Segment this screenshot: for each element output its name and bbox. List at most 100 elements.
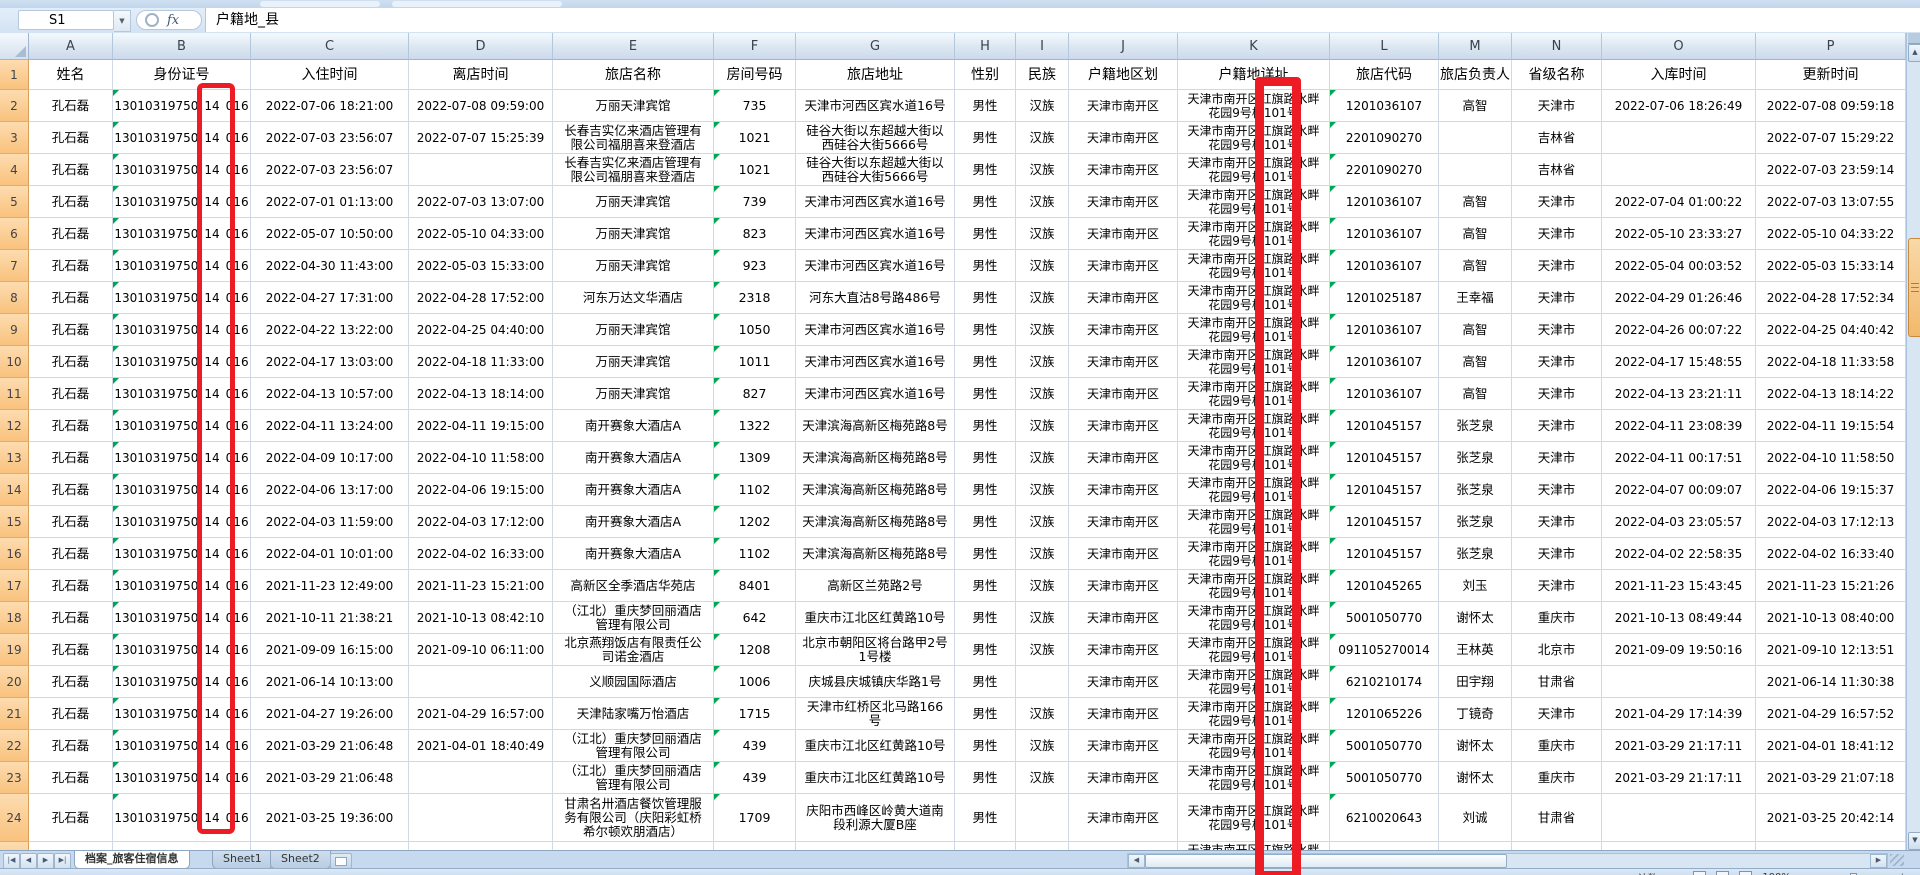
cell-N4[interactable]: 吉林省 — [1512, 154, 1602, 186]
cell-B7[interactable]: 13010319750 14 016 — [113, 250, 251, 282]
cell-H9[interactable]: 男性 — [955, 314, 1016, 346]
cell-B4[interactable]: 13010319750 14 016 — [113, 154, 251, 186]
cell-C21[interactable]: 2021-04-27 19:26:00 — [251, 698, 409, 730]
cell-K12[interactable]: 天津市南开区红旗路水畔 花园9号楼101号 — [1178, 410, 1330, 442]
cell-F24[interactable]: 1709 — [714, 794, 796, 842]
cell-H21[interactable]: 男性 — [955, 698, 1016, 730]
cell-M12[interactable]: 张芝泉 — [1439, 410, 1512, 442]
cell-I6[interactable]: 汉族 — [1016, 218, 1069, 250]
row-header-4[interactable]: 4 — [0, 154, 29, 186]
cell-H7[interactable]: 男性 — [955, 250, 1016, 282]
cell-D18[interactable]: 2021-10-13 08:42:10 — [409, 602, 553, 634]
cell-A25[interactable] — [29, 842, 113, 850]
cell-H3[interactable]: 男性 — [955, 122, 1016, 154]
cell-O4[interactable] — [1602, 154, 1756, 186]
cell-F10[interactable]: 1011 — [714, 346, 796, 378]
cell-O19[interactable]: 2021-09-09 19:50:16 — [1602, 634, 1756, 666]
cell-E5[interactable]: 万丽天津宾馆 — [553, 186, 714, 218]
prev-sheet-button[interactable]: ◀ — [20, 853, 37, 869]
formula-input[interactable]: 户籍地_县 — [205, 8, 1920, 32]
cell-H2[interactable]: 男性 — [955, 90, 1016, 122]
cell-J6[interactable]: 天津市南开区 — [1069, 218, 1178, 250]
cell-G8[interactable]: 河东大直沽8号路486号 — [796, 282, 955, 314]
cell-A17[interactable]: 孔石磊 — [29, 570, 113, 602]
cell-L2[interactable]: 1201036107 — [1330, 90, 1439, 122]
cell-I10[interactable]: 汉族 — [1016, 346, 1069, 378]
cell-L18[interactable]: 5001050770 — [1330, 602, 1439, 634]
sheet-tab-active[interactable]: 档案_旅客住宿信息 — [74, 851, 190, 869]
cell-M3[interactable] — [1439, 122, 1512, 154]
cell-A13[interactable]: 孔石磊 — [29, 442, 113, 474]
cell-D13[interactable]: 2022-04-10 11:58:00 — [409, 442, 553, 474]
cell-G10[interactable]: 天津市河西区宾水道16号 — [796, 346, 955, 378]
cell-M16[interactable]: 张芝泉 — [1439, 538, 1512, 570]
cell-E17[interactable]: 高新区全季酒店华苑店 — [553, 570, 714, 602]
cell-G1[interactable]: 旅店地址 — [796, 60, 955, 90]
cell-H25[interactable] — [955, 842, 1016, 850]
cell-J10[interactable]: 天津市南开区 — [1069, 346, 1178, 378]
cell-G2[interactable]: 天津市河西区宾水道16号 — [796, 90, 955, 122]
cell-H18[interactable]: 男性 — [955, 602, 1016, 634]
cell-E13[interactable]: 南开赛象大酒店A — [553, 442, 714, 474]
cell-O22[interactable]: 2021-03-29 21:17:11 — [1602, 730, 1756, 762]
cell-O25[interactable] — [1602, 842, 1756, 850]
cell-F8[interactable]: 2318 — [714, 282, 796, 314]
cell-A22[interactable]: 孔石磊 — [29, 730, 113, 762]
name-box[interactable]: S1 — [18, 10, 114, 30]
cell-N6[interactable]: 天津市 — [1512, 218, 1602, 250]
cell-I11[interactable]: 汉族 — [1016, 378, 1069, 410]
cell-G17[interactable]: 高新区兰苑路2号 — [796, 570, 955, 602]
cell-A23[interactable]: 孔石磊 — [29, 762, 113, 794]
cell-H24[interactable]: 男性 — [955, 794, 1016, 842]
cell-N3[interactable]: 吉林省 — [1512, 122, 1602, 154]
cell-O12[interactable]: 2022-04-11 23:08:39 — [1602, 410, 1756, 442]
cell-F12[interactable]: 1322 — [714, 410, 796, 442]
horizontal-scrollbar-thumb[interactable] — [1145, 854, 1507, 868]
cell-F21[interactable]: 1715 — [714, 698, 796, 730]
cell-P19[interactable]: 2021-09-10 12:13:51 — [1756, 634, 1906, 666]
cell-F2[interactable]: 735 — [714, 90, 796, 122]
cell-J25[interactable] — [1069, 842, 1178, 850]
cell-A18[interactable]: 孔石磊 — [29, 602, 113, 634]
first-sheet-button[interactable]: |◀ — [3, 853, 20, 869]
col-header-H[interactable]: H — [955, 33, 1016, 60]
zoom-slider-knob[interactable] — [1850, 872, 1858, 875]
cell-N5[interactable]: 天津市 — [1512, 186, 1602, 218]
cell-E15[interactable]: 南开赛象大酒店A — [553, 506, 714, 538]
cell-G24[interactable]: 庆阳市西峰区岭黄大道南段利源大厦B座 — [796, 794, 955, 842]
cell-D14[interactable]: 2022-04-06 19:15:00 — [409, 474, 553, 506]
cell-O9[interactable]: 2022-04-26 00:07:22 — [1602, 314, 1756, 346]
cell-E1[interactable]: 旅店名称 — [553, 60, 714, 90]
cell-N22[interactable]: 重庆市 — [1512, 730, 1602, 762]
cell-L21[interactable]: 1201065226 — [1330, 698, 1439, 730]
cell-J13[interactable]: 天津市南开区 — [1069, 442, 1178, 474]
zoom-in-icon[interactable]: + — [1898, 872, 1906, 875]
cell-B11[interactable]: 13010319750 14 016 — [113, 378, 251, 410]
cell-C11[interactable]: 2022-04-13 10:57:00 — [251, 378, 409, 410]
cell-O3[interactable] — [1602, 122, 1756, 154]
cell-F23[interactable]: 439 — [714, 762, 796, 794]
cell-A1[interactable]: 姓名 — [29, 60, 113, 90]
cell-E2[interactable]: 万丽天津宾馆 — [553, 90, 714, 122]
cell-M1[interactable]: 旅店负责人 — [1439, 60, 1512, 90]
cell-E22[interactable]: （江北）重庆梦回丽酒店管理有限公司 — [553, 730, 714, 762]
cell-D20[interactable] — [409, 666, 553, 698]
cell-M7[interactable]: 高智 — [1439, 250, 1512, 282]
cell-P7[interactable]: 2022-05-03 15:33:14 — [1756, 250, 1906, 282]
cell-D2[interactable]: 2022-07-08 09:59:00 — [409, 90, 553, 122]
cell-E10[interactable]: 万丽天津宾馆 — [553, 346, 714, 378]
cell-H11[interactable]: 男性 — [955, 378, 1016, 410]
cell-N12[interactable]: 天津市 — [1512, 410, 1602, 442]
cell-C12[interactable]: 2022-04-11 13:24:00 — [251, 410, 409, 442]
cell-C17[interactable]: 2021-11-23 12:49:00 — [251, 570, 409, 602]
cell-F17[interactable]: 8401 — [714, 570, 796, 602]
cell-H16[interactable]: 男性 — [955, 538, 1016, 570]
cell-O8[interactable]: 2022-04-29 01:26:46 — [1602, 282, 1756, 314]
cell-L19[interactable]: 091105270014 — [1330, 634, 1439, 666]
cell-J2[interactable]: 天津市南开区 — [1069, 90, 1178, 122]
cell-B2[interactable]: 13010319750 14 016 — [113, 90, 251, 122]
cell-L8[interactable]: 1201025187 — [1330, 282, 1439, 314]
cell-J18[interactable]: 天津市南开区 — [1069, 602, 1178, 634]
cell-L14[interactable]: 1201045157 — [1330, 474, 1439, 506]
